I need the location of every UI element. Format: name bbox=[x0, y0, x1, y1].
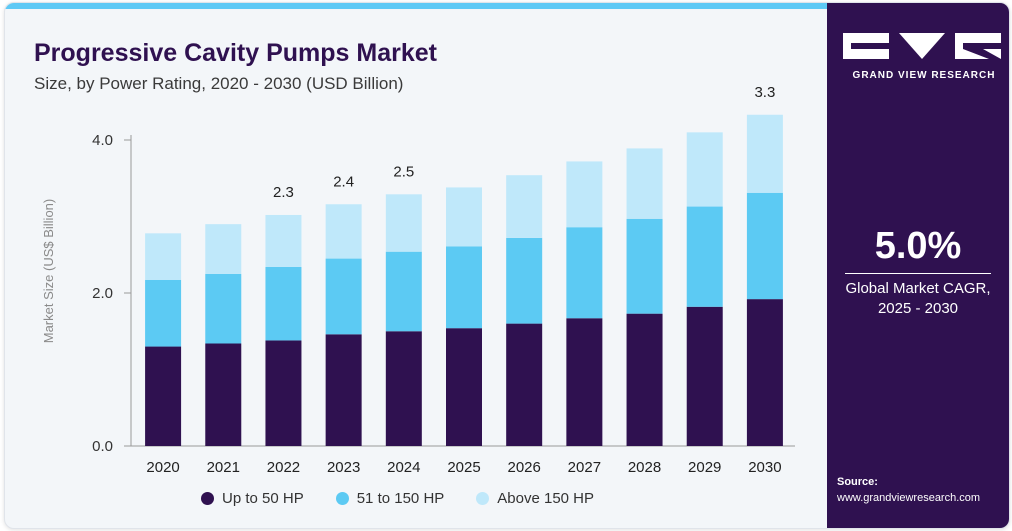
bar-segment bbox=[686, 206, 723, 307]
stacked-bar-chart: Market Size (US$ Billion) 0.0 2.0 4.0 2020… bbox=[41, 84, 795, 476]
y-tick-label: 2.0 bbox=[92, 285, 113, 302]
legend-swatch bbox=[201, 492, 214, 505]
bar-segment bbox=[506, 323, 543, 446]
x-tick-label: 2020 bbox=[146, 459, 179, 476]
x-tick-label: 2024 bbox=[387, 459, 420, 476]
data-label: 2.4 bbox=[333, 173, 354, 190]
accent-bar bbox=[5, 3, 827, 9]
x-tick-label: 2029 bbox=[688, 459, 721, 476]
bar-segment bbox=[265, 340, 302, 446]
bar-segment bbox=[686, 306, 723, 446]
grand-view-research-logo bbox=[843, 33, 1001, 59]
sidebar-panel: GRAND VIEW RESEARCH 5.0% Global Market C… bbox=[827, 3, 1009, 528]
legend-swatch bbox=[476, 492, 490, 505]
bar-segment bbox=[205, 224, 242, 274]
bar-segment bbox=[566, 161, 603, 228]
bar-segment bbox=[325, 334, 362, 446]
bar-segment bbox=[686, 132, 723, 207]
bar-segment bbox=[145, 233, 182, 280]
bar-segment bbox=[626, 148, 663, 219]
source-label: Source: bbox=[837, 476, 878, 488]
bar-segment bbox=[265, 266, 302, 341]
cagr-period: 2025 - 2030 bbox=[877, 300, 959, 317]
chart-title: Progressive Cavity Pumps Market bbox=[34, 39, 437, 67]
legend-swatch bbox=[335, 492, 349, 505]
legend-label: Up to 50 HP bbox=[222, 490, 304, 507]
bar-segment bbox=[746, 114, 783, 193]
bar-segment bbox=[385, 331, 422, 446]
cagr-label: Global Market CAGR, 2025 - 2030 bbox=[827, 279, 1009, 319]
bar-segment bbox=[446, 328, 482, 446]
x-tick-label: 2028 bbox=[628, 459, 661, 476]
x-tick-label: 2021 bbox=[207, 459, 240, 476]
x-tick-label: 2025 bbox=[447, 459, 480, 476]
cagr-value: 5.0% bbox=[874, 225, 962, 267]
bar-segment bbox=[506, 175, 543, 238]
bar-segment bbox=[385, 251, 422, 332]
bar-segment bbox=[566, 318, 603, 446]
x-tick-label: 2022 bbox=[267, 459, 300, 476]
data-labels: 2.3 2.4 2.5 3.3 bbox=[273, 84, 775, 201]
y-axis-label: Market Size (US$ Billion) bbox=[41, 199, 56, 344]
x-axis: 2020 2021 2022 2023 2024 2025 2026 2027 2028 2029… bbox=[146, 459, 781, 476]
divider bbox=[845, 273, 991, 274]
brand-name: GRAND VIEW RESEARCH bbox=[852, 70, 996, 81]
legend-item: 51 to 150 HP bbox=[335, 490, 445, 507]
bar-segment bbox=[205, 343, 242, 446]
x-tick-label: 2030 bbox=[748, 459, 781, 476]
bar-segment bbox=[626, 218, 663, 314]
bar-segment bbox=[325, 204, 362, 259]
bar-segment bbox=[566, 227, 603, 319]
bar-segment bbox=[145, 346, 182, 446]
y-tick-label: 4.0 bbox=[92, 132, 113, 149]
bar-segment bbox=[746, 192, 783, 300]
bar-segment bbox=[385, 194, 422, 252]
legend-item: Up to 50 HP bbox=[201, 490, 304, 507]
legend-label: Above 150 HP bbox=[497, 490, 595, 507]
data-label: 2.3 bbox=[273, 184, 294, 201]
legend-label: 51 to 150 HP bbox=[356, 490, 445, 507]
y-tick-label: 0.0 bbox=[92, 438, 113, 455]
bar-segment bbox=[746, 299, 783, 446]
bar-segment bbox=[205, 273, 242, 344]
cagr-label-line: Global Market CAGR, bbox=[845, 280, 991, 297]
bar-segment bbox=[446, 246, 482, 329]
chart-subtitle: Size, by Power Rating, 2020 - 2030 (USD … bbox=[34, 74, 404, 93]
bar-segment bbox=[626, 313, 663, 446]
source-link[interactable]: www.grandviewresearch.com bbox=[837, 492, 981, 504]
bar-segment bbox=[506, 237, 543, 324]
bar-segment bbox=[265, 214, 302, 267]
bar-segment bbox=[446, 187, 482, 247]
legend-item: Above 150 HP bbox=[476, 490, 594, 507]
data-label: 3.3 bbox=[754, 84, 775, 101]
bar-segment bbox=[325, 258, 362, 335]
legend: Up to 50 HP 51 to 150 HP Above 150 HP bbox=[201, 490, 594, 507]
x-tick-label: 2027 bbox=[568, 459, 601, 476]
bars bbox=[145, 114, 783, 446]
chart-card: Progressive Cavity Pumps Market Size, by… bbox=[4, 2, 1010, 529]
x-tick-label: 2026 bbox=[507, 459, 540, 476]
data-label: 2.5 bbox=[393, 163, 414, 180]
x-tick-label: 2023 bbox=[327, 459, 360, 476]
bar-segment bbox=[145, 279, 182, 347]
